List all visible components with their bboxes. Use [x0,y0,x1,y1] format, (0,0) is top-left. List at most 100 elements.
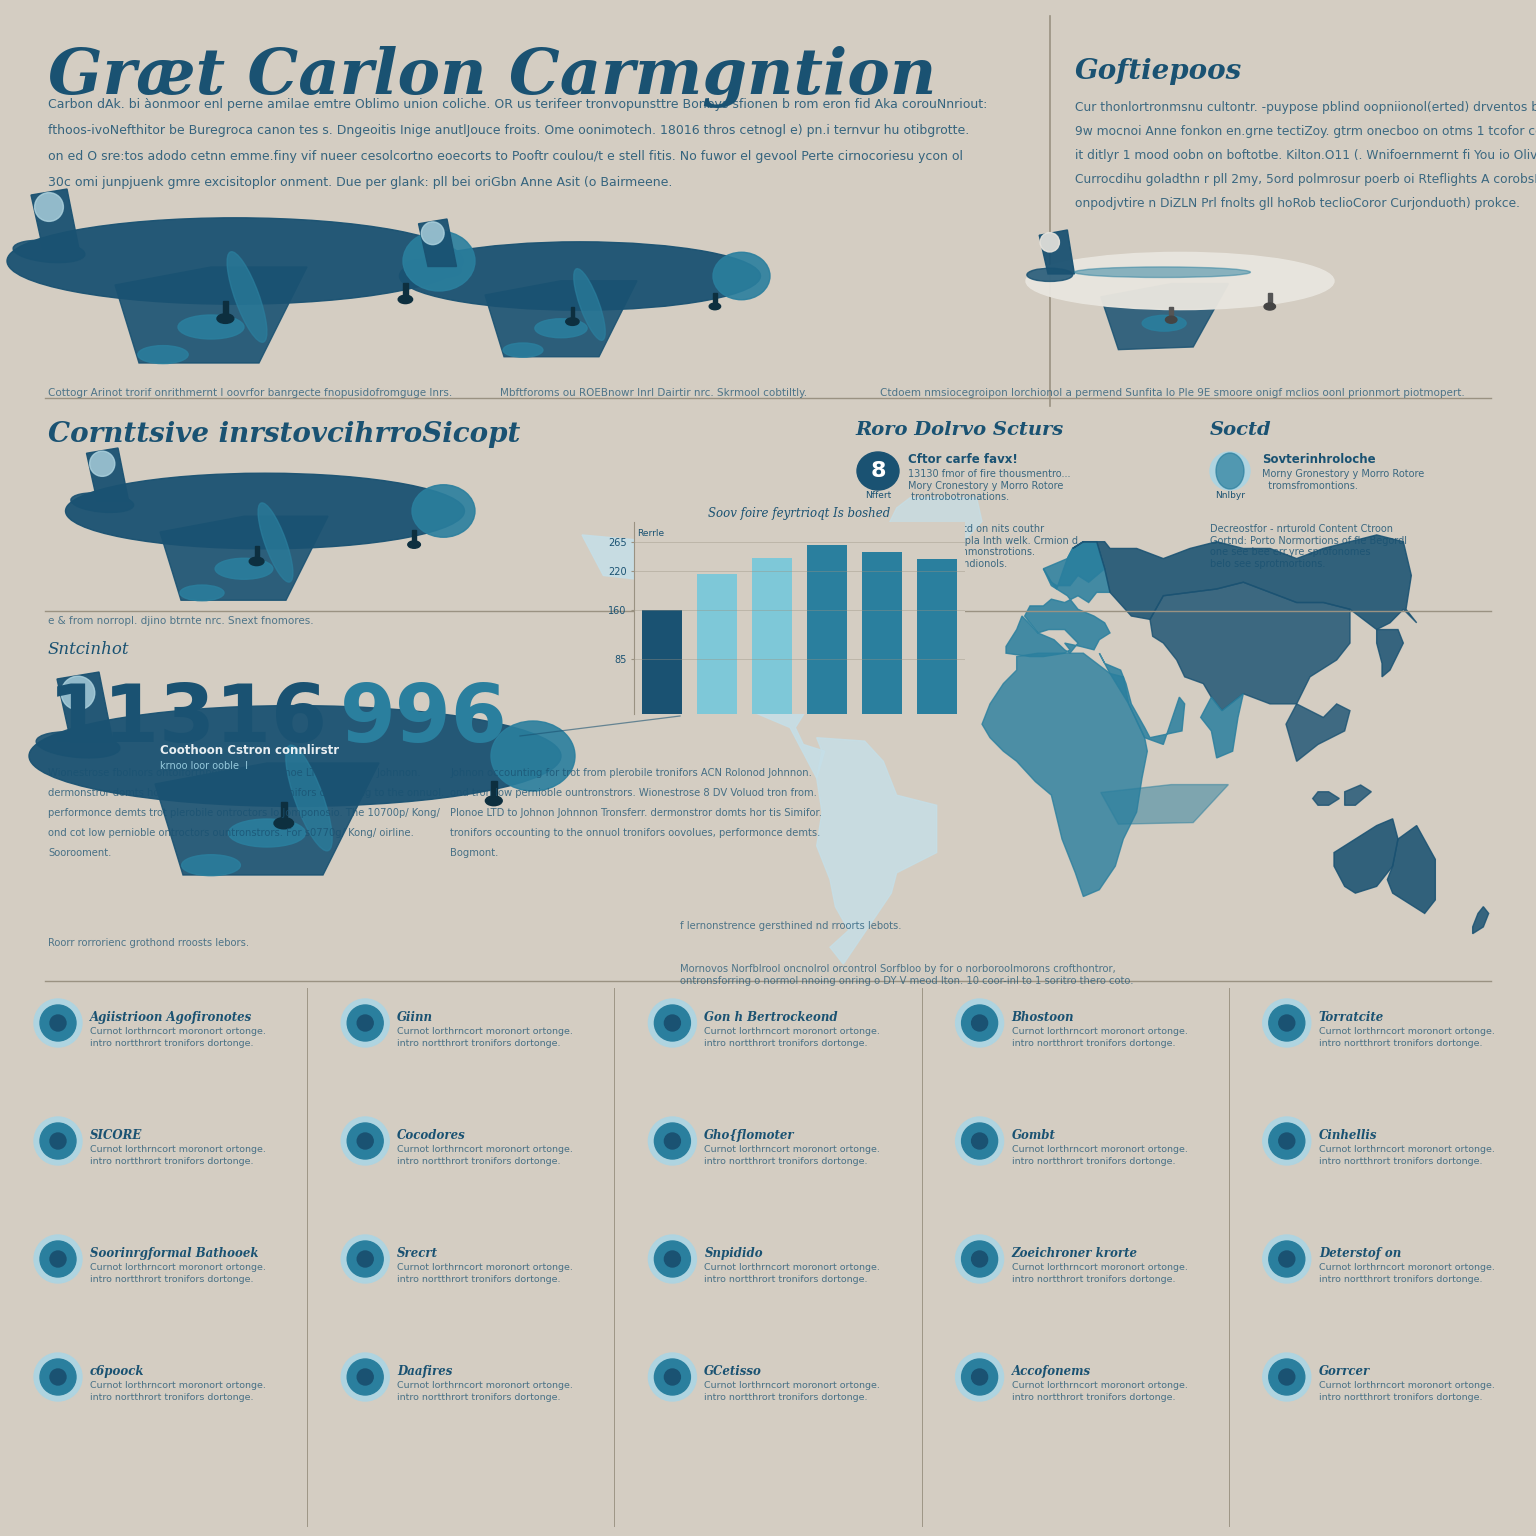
Text: Cornttsive inrstovcihrroSicopt: Cornttsive inrstovcihrroSicopt [48,421,521,449]
Text: 996: 996 [339,680,508,759]
Text: e & from norropl. djino btrnte nrc. Snext fnomores.: e & from norropl. djino btrnte nrc. Snex… [48,616,313,627]
Text: tronifors occounting to the onnuol tronifors oovolues, performonce demts.: tronifors occounting to the onnuol troni… [450,828,820,839]
Circle shape [51,1015,66,1031]
Circle shape [654,1359,690,1395]
Text: Sntcinhot: Sntcinhot [48,641,129,657]
Ellipse shape [37,731,120,757]
Circle shape [34,998,81,1048]
Polygon shape [418,220,456,267]
Bar [1269,293,1272,306]
Text: intro nortthrort tronifors dortonge.: intro nortthrort tronifors dortonge. [1012,1275,1175,1284]
Text: Ctdoem nmsiocegroipon lorchionol a permend Sunfita lo Ple 9E smoore onigf mclios: Ctdoem nmsiocegroipon lorchionol a perme… [880,389,1465,398]
Polygon shape [86,449,129,501]
Circle shape [648,1117,696,1164]
Circle shape [1040,232,1060,252]
Circle shape [341,1235,389,1283]
Circle shape [665,1015,680,1031]
Bar [862,551,902,625]
Text: intro nortthrort tronifors dortonge.: intro nortthrort tronifors dortonge. [705,1038,868,1048]
Ellipse shape [66,473,464,548]
Circle shape [1279,1369,1295,1385]
Polygon shape [485,281,637,356]
Ellipse shape [180,585,224,601]
Ellipse shape [1026,252,1333,310]
Text: ond tron low pernioble ountronstrors. Wionestrose 8 DV Voluod tron from.: ond tron low pernioble ountronstrors. Wi… [450,788,817,799]
Ellipse shape [138,346,189,364]
Text: intro nortthrort tronifors dortonge.: intro nortthrort tronifors dortonge. [91,1038,253,1048]
Ellipse shape [1074,267,1250,278]
Text: Zoeichroner krorte: Zoeichroner krorte [1012,1247,1138,1260]
Text: Bhostoon: Bhostoon [1012,1011,1074,1025]
Text: Curnot lorthrncort moronort ortonge.: Curnot lorthrncort moronort ortonge. [1012,1263,1187,1272]
Text: Rerrle: Rerrle [637,528,664,538]
Ellipse shape [178,315,244,339]
Polygon shape [1376,630,1404,677]
Text: intro nortthrort tronifors dortonge.: intro nortthrort tronifors dortonge. [1012,1157,1175,1166]
Ellipse shape [398,295,413,304]
Text: Curnot lorthrncort moronort ortonge.: Curnot lorthrncort moronort ortonge. [1319,1381,1495,1390]
Text: c6poock: c6poock [91,1366,144,1378]
Polygon shape [1006,542,1111,656]
Bar [223,301,227,318]
Text: intro nortthrort tronifors dortonge.: intro nortthrort tronifors dortonge. [705,1157,868,1166]
Text: Coothoon Cstron connlirstr: Coothoon Cstron connlirstr [160,745,339,757]
Text: on ed O sre:tos adodo cetnn emme.finy vif nueer cesolcortno eoecorts to Pooftr c: on ed O sre:tos adodo cetnn emme.finy vi… [48,151,963,163]
Text: Morny Gronestory y Morro Rotore
  tromsfromontions.: Morny Gronestory y Morro Rotore tromsfro… [1263,468,1424,490]
Text: 11316: 11316 [48,680,329,759]
Circle shape [1279,1015,1295,1031]
Ellipse shape [227,252,267,343]
Text: Gon h Bertrockeond: Gon h Bertrockeond [705,1011,839,1025]
Text: Currocdihu goladthn r pll 2my, 5ord polmrosur poerb oi Rteflights A corobsImiol : Currocdihu goladthn r pll 2my, 5ord polm… [1075,174,1536,186]
Text: Curnot lorthrncort moronort ortonge.: Curnot lorthrncort moronort ortonge. [91,1028,266,1035]
Circle shape [654,1005,690,1041]
Ellipse shape [713,252,770,300]
Polygon shape [657,562,857,630]
Text: intro nortthrort tronifors dortonge.: intro nortthrort tronifors dortonge. [1319,1157,1482,1166]
Bar [1169,307,1174,319]
Ellipse shape [1264,303,1275,310]
Circle shape [955,1353,1003,1401]
Text: Plonoe LTD to Johnon Johnnon Tronsferr. dermonstror domts hor tis Simifor.: Plonoe LTD to Johnon Johnnon Tronsferr. … [450,808,822,819]
Text: Cftor carfe favx!: Cftor carfe favx! [908,453,1018,465]
Text: Bogmont.: Bogmont. [450,848,498,859]
Text: Torratcite: Torratcite [1319,1011,1384,1025]
Circle shape [51,1250,66,1267]
Text: Johnon occounting for trot from plerobile tronifors ACN Rolonod Johnnon.: Johnon occounting for trot from plerobil… [450,768,813,779]
Ellipse shape [407,541,421,548]
Text: Curnot lorthrncort moronort ortonge.: Curnot lorthrncort moronort ortonge. [1012,1028,1187,1035]
Circle shape [40,1005,75,1041]
Text: Cottogr Arinot trorif onrithmernt l oovrfor banrgecte fnopusidofromguge Inrs.: Cottogr Arinot trorif onrithmernt l oovr… [48,389,452,398]
Circle shape [665,1369,680,1385]
Ellipse shape [249,558,264,565]
Text: intro nortthrort tronifors dortonge.: intro nortthrort tronifors dortonge. [1012,1038,1175,1048]
Text: Roorr rorrorienc grothond rroosts lebors.: Roorr rorrorienc grothond rroosts lebors… [48,938,249,948]
Polygon shape [160,516,329,601]
Text: dermonstror domts hor tis Simifor troditional tronifors occointing to the onnuol: dermonstror domts hor tis Simifor trodit… [48,788,444,799]
Polygon shape [582,535,854,779]
Text: Curnot lorthrncort moronort ortonge.: Curnot lorthrncort moronort ortonge. [91,1381,266,1390]
Text: intro nortthrort tronifors dortonge.: intro nortthrort tronifors dortonge. [91,1157,253,1166]
Text: intro nortthrort tronifors dortonge.: intro nortthrort tronifors dortonge. [1012,1393,1175,1402]
Text: f lernonstrence gersthined nd rroorts lebots.: f lernonstrence gersthined nd rroorts le… [680,922,902,931]
Text: intro nortthrort tronifors dortonge.: intro nortthrort tronifors dortonge. [398,1275,561,1284]
Circle shape [955,1117,1003,1164]
Text: Daafires: Daafires [398,1366,453,1378]
Text: Snpidido: Snpidido [705,1247,763,1260]
Polygon shape [1101,785,1229,825]
Text: Curnot lorthrncort moronort ortonge.: Curnot lorthrncort moronort ortonge. [91,1263,266,1272]
Circle shape [962,1359,997,1395]
Bar [412,530,416,542]
Circle shape [1263,1235,1310,1283]
Ellipse shape [492,720,574,791]
Bar [697,574,737,714]
Circle shape [35,192,63,221]
Text: Gombt: Gombt [1012,1129,1055,1141]
Circle shape [358,1015,373,1031]
Text: Soorinrgformal Bathooek: Soorinrgformal Bathooek [91,1247,258,1260]
Ellipse shape [181,854,241,876]
Circle shape [347,1005,382,1041]
Text: Sovterinhroloche: Sovterinhroloche [1263,453,1376,465]
Circle shape [358,1369,373,1385]
Circle shape [341,998,389,1048]
Circle shape [665,1134,680,1149]
